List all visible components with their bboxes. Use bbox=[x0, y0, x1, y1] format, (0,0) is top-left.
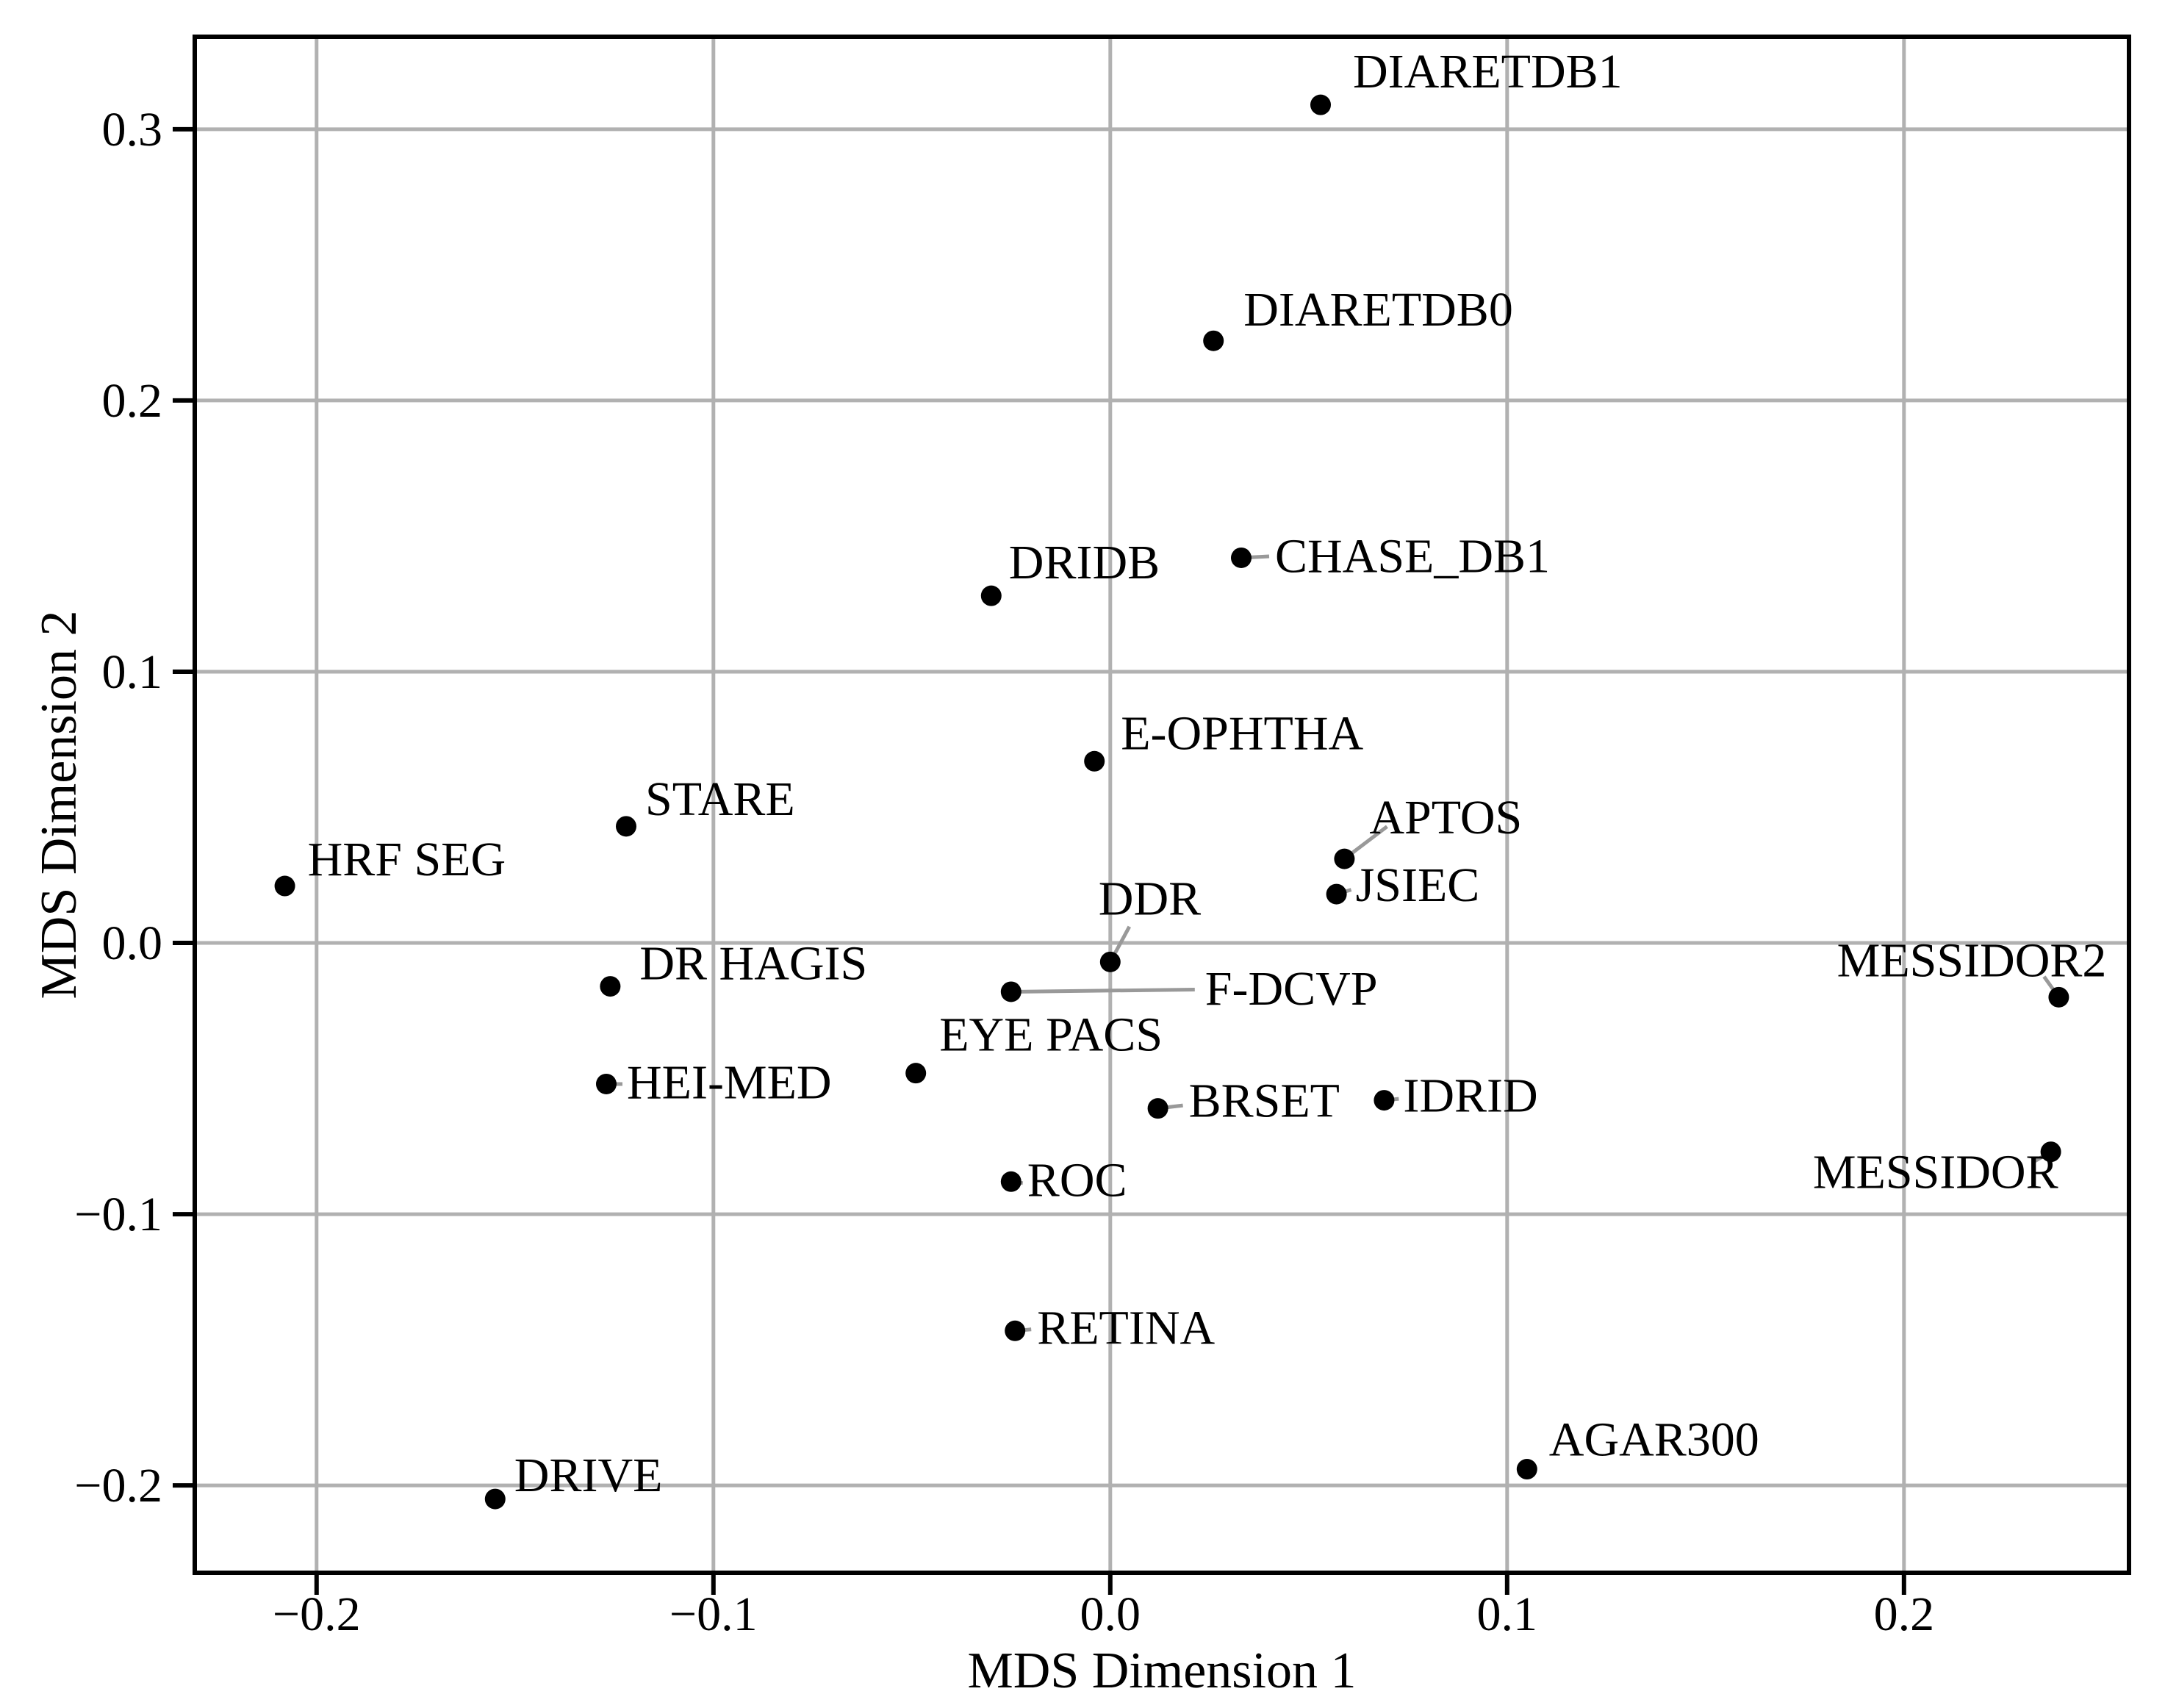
data-point-DRIVE bbox=[484, 1488, 506, 1510]
data-point-RETINA bbox=[1005, 1320, 1026, 1341]
point-label-E-OPHTHA: E-OPHTHA bbox=[1121, 706, 1363, 760]
point-label-EYE PACS: EYE PACS bbox=[939, 1008, 1163, 1062]
data-point-JSIEC bbox=[1326, 883, 1347, 905]
point-label-MESSIDOR2: MESSIDOR2 bbox=[1837, 933, 2107, 987]
point-label-DRIVE: DRIVE bbox=[514, 1449, 663, 1502]
x-tick-label: −0.2 bbox=[273, 1587, 361, 1641]
data-point-E-OPHTHA bbox=[1084, 750, 1105, 772]
data-point-DR HAGIS bbox=[600, 976, 621, 997]
x-tick-label: 0.1 bbox=[1477, 1587, 1538, 1641]
data-point-DRIDB bbox=[980, 585, 1002, 606]
data-point-HRF SEG bbox=[274, 875, 295, 897]
y-axis-title: MDS Dimension 2 bbox=[31, 611, 87, 1000]
point-label-DIARETDB1: DIARETDB1 bbox=[1353, 45, 1623, 98]
x-tick-label: 0.2 bbox=[1874, 1587, 1935, 1641]
data-point-HEI-MED bbox=[595, 1073, 617, 1094]
data-point-F-DCVP bbox=[1000, 981, 1022, 1002]
point-label-DDR: DDR bbox=[1099, 872, 1201, 925]
x-tick-label: 0.0 bbox=[1080, 1587, 1141, 1641]
data-point-BRSET bbox=[1147, 1098, 1168, 1119]
point-label-ROC: ROC bbox=[1027, 1153, 1127, 1207]
data-point-DIARETDB0 bbox=[1203, 330, 1224, 351]
x-tick-label: −0.1 bbox=[669, 1587, 758, 1641]
point-label-HEI-MED: HEI-MED bbox=[627, 1055, 832, 1109]
y-tick-label: 0.2 bbox=[102, 374, 163, 428]
point-label-MESSIDOR: MESSIDOR bbox=[1813, 1146, 2058, 1199]
point-label-RETINA: RETINA bbox=[1037, 1301, 1215, 1354]
point-label-DRIDB: DRIDB bbox=[1009, 536, 1160, 589]
point-label-IDRID: IDRID bbox=[1403, 1069, 1537, 1123]
point-label-DIARETDB0: DIARETDB0 bbox=[1243, 283, 1513, 337]
data-point-EYE PACS bbox=[905, 1063, 927, 1084]
y-tick-label: 0.1 bbox=[102, 645, 163, 699]
data-point-APTOS bbox=[1334, 848, 1355, 869]
point-label-CHASE_DB1: CHASE_DB1 bbox=[1275, 529, 1550, 583]
data-point-ROC bbox=[1000, 1171, 1022, 1192]
point-label-JSIEC: JSIEC bbox=[1356, 858, 1480, 912]
y-tick-label: −0.1 bbox=[74, 1188, 162, 1241]
data-point-DIARETDB1 bbox=[1310, 94, 1332, 115]
point-label-STARE: STARE bbox=[645, 772, 795, 826]
y-tick-label: 0.3 bbox=[102, 103, 163, 157]
data-point-AGAR300 bbox=[1516, 1459, 1537, 1480]
data-point-MESSIDOR bbox=[2040, 1141, 2061, 1163]
label-leader-line-F-DCVP bbox=[1010, 987, 1195, 994]
point-label-F-DCVP: F-DCVP bbox=[1205, 962, 1378, 1016]
y-tick-label: 0.0 bbox=[102, 916, 163, 970]
point-label-APTOS: APTOS bbox=[1369, 791, 1522, 844]
x-axis-title: MDS Dimension 1 bbox=[968, 1643, 1357, 1699]
plot-border bbox=[193, 35, 2131, 1575]
point-label-BRSET: BRSET bbox=[1189, 1074, 1340, 1128]
point-label-DR HAGIS: DR HAGIS bbox=[639, 937, 867, 991]
data-point-CHASE_DB1 bbox=[1231, 547, 1252, 568]
point-label-HRF SEG: HRF SEG bbox=[308, 833, 506, 886]
data-point-STARE bbox=[615, 816, 636, 837]
point-label-AGAR300: AGAR300 bbox=[1549, 1413, 1759, 1467]
data-point-DDR bbox=[1099, 951, 1121, 972]
data-point-MESSIDOR2 bbox=[2048, 986, 2069, 1008]
data-point-IDRID bbox=[1374, 1090, 1395, 1111]
y-tick-label: −0.2 bbox=[74, 1459, 162, 1513]
